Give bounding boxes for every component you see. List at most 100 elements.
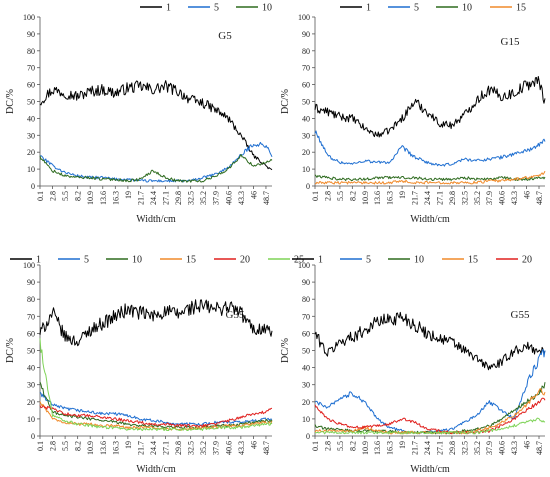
x-tick-label: 29.8 <box>448 191 457 205</box>
x-tick-label: 10.9 <box>361 441 370 455</box>
x-tick-label: 32.5 <box>187 191 196 205</box>
y-tick-label: 40 <box>27 114 35 123</box>
x-tick-label: 37.9 <box>485 191 494 205</box>
y-tick-label: 80 <box>302 47 310 56</box>
x-tick-label: 48.7 <box>535 191 544 205</box>
x-tick-label: 40.6 <box>224 441 233 455</box>
legend-label-5: 5 <box>214 3 219 14</box>
x-tick-label: 0.1 <box>36 441 45 451</box>
x-tick-label: 40.6 <box>224 191 233 205</box>
x-axis-label: Width/cm <box>410 214 450 225</box>
y-tick-label: 70 <box>302 64 310 73</box>
x-tick-label: 5.5 <box>61 191 70 201</box>
x-tick-label: 21.7 <box>411 441 420 455</box>
y-tick-label: 100 <box>23 13 35 22</box>
legend-label-20: 20 <box>240 255 250 266</box>
y-tick-label: 40 <box>27 364 35 373</box>
series-line-5 <box>314 130 546 167</box>
y-tick-label: 30 <box>27 131 35 140</box>
x-tick-label: 35.2 <box>473 441 482 455</box>
panel-title: G15 <box>501 36 520 48</box>
x-axis-label: Width/cm <box>410 464 450 475</box>
x-tick-label: 10.9 <box>361 191 370 205</box>
y-tick-label: 10 <box>27 165 35 174</box>
x-tick-label: 16.3 <box>386 191 395 205</box>
y-tick-label: 20 <box>302 398 310 407</box>
y-axis-label: DC/% <box>5 338 16 363</box>
y-axis-label: DC/% <box>280 89 291 114</box>
y-tick-label: 30 <box>302 381 310 390</box>
x-tick-label: 2.8 <box>49 191 58 201</box>
y-tick-label: 70 <box>27 64 35 73</box>
panel-title: G55 <box>511 309 530 321</box>
x-tick-label: 32.5 <box>460 191 469 205</box>
y-tick-label: 80 <box>302 295 310 304</box>
legend-label-15: 15 <box>516 3 526 14</box>
x-tick-label: 37.9 <box>212 441 221 455</box>
legend-label-5: 5 <box>84 255 89 266</box>
legend-label-20: 20 <box>522 255 532 266</box>
y-tick-label: 60 <box>27 329 35 338</box>
series-line-5 <box>314 348 546 435</box>
x-tick-label: 35.2 <box>473 191 482 205</box>
legend-label-1: 1 <box>36 255 41 266</box>
y-tick-label: 100 <box>23 261 35 270</box>
legend-label-15: 15 <box>468 255 478 266</box>
legend-label-25: 25 <box>294 255 304 266</box>
series-line-1 <box>39 80 273 171</box>
y-tick-label: 70 <box>302 312 310 321</box>
y-tick-label: 20 <box>27 398 35 407</box>
series-line-20 <box>314 397 546 435</box>
x-tick-label: 40.6 <box>498 441 507 455</box>
series-line-25 <box>314 417 546 435</box>
x-tick-label: 32.5 <box>460 441 469 455</box>
series-line-1 <box>314 76 546 138</box>
y-tick-label: 20 <box>302 148 310 157</box>
legend-label-1: 1 <box>366 3 371 14</box>
y-tick-label: 40 <box>302 364 310 373</box>
legend-label-10: 10 <box>132 255 142 266</box>
legend-label-5: 5 <box>366 255 371 266</box>
x-tick-label: 0.1 <box>36 191 45 201</box>
x-tick-label: 2.8 <box>49 441 58 451</box>
x-tick-label: 16.3 <box>111 441 120 455</box>
x-tick-label: 46 <box>249 191 258 199</box>
x-tick-label: 21.7 <box>136 191 145 205</box>
x-tick-label: 19 <box>398 191 407 199</box>
series-line-10 <box>39 154 273 183</box>
y-tick-label: 60 <box>302 329 310 338</box>
legend-label-10: 10 <box>414 255 424 266</box>
x-tick-label: 24.4 <box>423 191 432 205</box>
y-tick-label: 50 <box>302 347 310 356</box>
x-tick-label: 27.1 <box>162 191 171 205</box>
x-tick-label: 24.4 <box>423 441 432 455</box>
y-tick-label: 60 <box>27 81 35 90</box>
y-tick-label: 80 <box>27 47 35 56</box>
x-tick-label: 8.2 <box>348 441 357 451</box>
x-tick-label: 43.3 <box>237 441 246 455</box>
x-tick-label: 40.6 <box>498 191 507 205</box>
x-tick-label: 27.1 <box>162 441 171 455</box>
x-tick-label: 29.8 <box>174 441 183 455</box>
series-line-10 <box>314 382 546 435</box>
x-tick-label: 5.5 <box>336 441 345 451</box>
series-line-20 <box>39 405 273 428</box>
x-tick-label: 19 <box>398 441 407 449</box>
legend-label-10: 10 <box>262 3 272 14</box>
x-tick-label: 13.6 <box>99 441 108 455</box>
x-tick-label: 10.9 <box>86 441 95 455</box>
x-tick-label: 2.8 <box>323 441 332 451</box>
legend-label-1: 1 <box>318 255 323 266</box>
series-line-5 <box>39 391 273 426</box>
legend-label-5: 5 <box>414 3 419 14</box>
panel-title: G5 <box>218 30 232 42</box>
y-tick-label: 10 <box>302 165 310 174</box>
y-tick-label: 100 <box>298 261 310 270</box>
series-line-25 <box>39 338 273 431</box>
x-tick-label: 27.1 <box>435 191 444 205</box>
y-tick-label: 20 <box>27 148 35 157</box>
y-tick-label: 30 <box>302 131 310 140</box>
series-line-1 <box>314 311 546 371</box>
